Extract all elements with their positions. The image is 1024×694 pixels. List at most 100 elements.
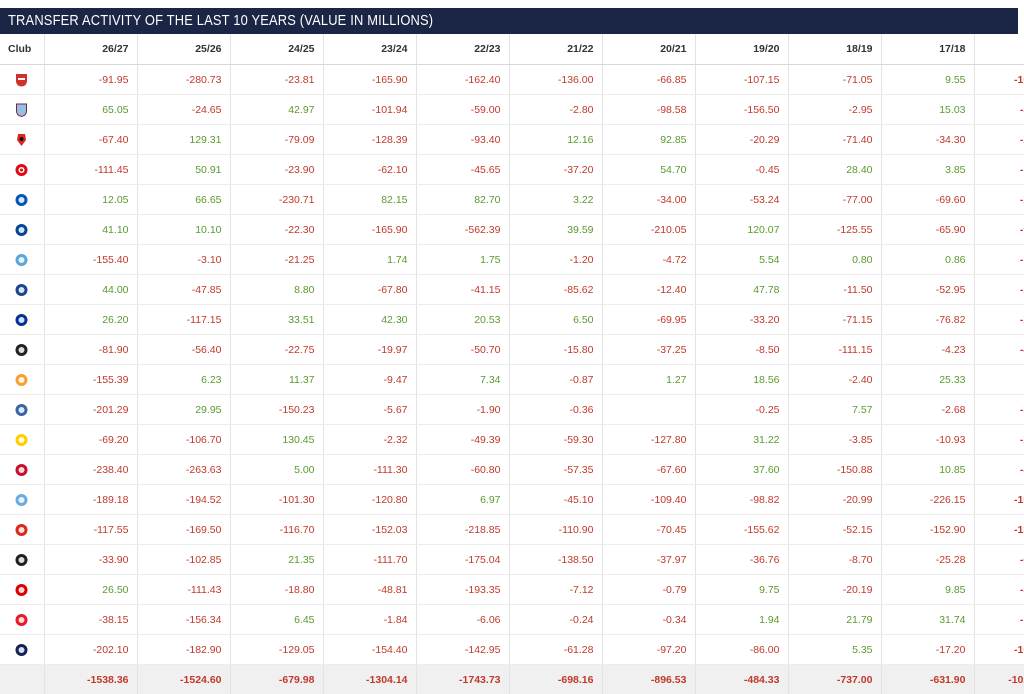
newcastle-crest-icon[interactable] <box>15 553 28 565</box>
club-cell[interactable] <box>0 155 44 185</box>
column-header-season[interactable]: 21/22 <box>509 34 602 65</box>
table-row[interactable]: -117.55-169.50-116.70-152.03-218.85-110.… <box>0 515 1024 545</box>
club-cell[interactable] <box>0 545 44 575</box>
club-cell[interactable] <box>0 65 44 95</box>
club-cell[interactable] <box>0 635 44 665</box>
bournemouth-crest-icon[interactable] <box>15 133 28 145</box>
season-value-cell: -111.43 <box>137 575 230 605</box>
season-value-cell: 26.20 <box>44 305 137 335</box>
tottenham-crest-icon[interactable] <box>15 643 28 655</box>
club-cell[interactable] <box>0 335 44 365</box>
total-value-cell: -217.78 <box>974 185 1024 215</box>
club-cell[interactable] <box>0 395 44 425</box>
club-cell[interactable] <box>0 245 44 275</box>
season-value-cell: -3.10 <box>137 245 230 275</box>
crystal-palace-crest-icon[interactable] <box>15 283 28 295</box>
brentford-crest-icon[interactable] <box>15 163 28 175</box>
club-cell[interactable] <box>0 305 44 335</box>
nottingham-forest-crest-icon[interactable] <box>15 583 28 595</box>
season-value-cell: -24.65 <box>137 95 230 125</box>
season-value-cell: -230.71 <box>230 185 323 215</box>
total-value-cell: -1067.73 <box>974 635 1024 665</box>
season-value-cell: -8.70 <box>788 545 881 575</box>
fulham-crest-icon[interactable] <box>15 343 28 355</box>
season-value-cell: -2.95 <box>788 95 881 125</box>
season-value-cell: -97.20 <box>602 635 695 665</box>
club-cell[interactable] <box>0 125 44 155</box>
hull-city-crest-icon[interactable] <box>15 373 28 385</box>
season-value-cell: -10.93 <box>881 425 974 455</box>
club-cell[interactable] <box>0 365 44 395</box>
column-header-season[interactable]: 25/26 <box>137 34 230 65</box>
man-city-crest-icon[interactable] <box>15 493 28 505</box>
club-cell[interactable] <box>0 605 44 635</box>
total-value-cell: -941.24 <box>974 215 1024 245</box>
total-value-cell: -174.99 <box>974 245 1024 275</box>
club-cell[interactable] <box>0 515 44 545</box>
club-cell[interactable] <box>0 425 44 455</box>
club-cell[interactable] <box>0 275 44 305</box>
sunderland-crest-icon[interactable] <box>15 613 28 625</box>
column-header-season[interactable]: 26/27 <box>44 34 137 65</box>
column-header-season[interactable]: 22/23 <box>416 34 509 65</box>
season-value-cell: -101.30 <box>230 485 323 515</box>
season-value-cell: -47.85 <box>137 275 230 305</box>
column-header-season[interactable]: 18/19 <box>788 34 881 65</box>
chelsea-crest-icon[interactable] <box>15 223 28 235</box>
season-value-cell: -1.20 <box>509 245 602 275</box>
man-united-crest-icon[interactable] <box>15 523 28 535</box>
column-header-season[interactable]: 19/20 <box>695 34 788 65</box>
club-cell[interactable] <box>0 455 44 485</box>
club-cell[interactable] <box>0 215 44 245</box>
column-header-club[interactable]: Club <box>0 34 44 65</box>
arsenal-crest-icon[interactable] <box>15 73 28 85</box>
table-row[interactable]: -91.95-280.73-23.81-165.90-162.40-136.00… <box>0 65 1024 95</box>
season-value-cell: -62.10 <box>323 155 416 185</box>
season-value-cell: 31.74 <box>881 605 974 635</box>
liverpool-crest-icon[interactable] <box>15 463 28 475</box>
everton-crest-icon[interactable] <box>15 313 28 325</box>
ipswich-crest-icon[interactable] <box>15 403 28 415</box>
column-header-season[interactable]: 24/25 <box>230 34 323 65</box>
club-cell[interactable] <box>0 575 44 605</box>
table-row[interactable]: -81.90-56.40-22.75-19.97-50.70-15.80-37.… <box>0 335 1024 365</box>
season-total-cell: -1304.14 <box>323 665 416 694</box>
season-value-cell: -98.82 <box>695 485 788 515</box>
column-header-season[interactable]: 20/21 <box>602 34 695 65</box>
table-row[interactable]: -202.10-182.90-129.05-154.40-142.95-61.2… <box>0 635 1024 665</box>
column-header-season[interactable]: 17/18 <box>881 34 974 65</box>
column-header-season[interactable]: 23/24 <box>323 34 416 65</box>
season-value-cell: -41.15 <box>416 275 509 305</box>
season-value-cell: -49.39 <box>416 425 509 455</box>
coventry-crest-icon[interactable] <box>15 253 28 265</box>
season-value-cell: -36.76 <box>695 545 788 575</box>
summary-row: -1538.36-1524.60-679.98-1304.14-1743.73-… <box>0 665 1024 694</box>
club-cell[interactable] <box>0 485 44 515</box>
season-value-cell: 1.75 <box>416 245 509 275</box>
column-header-total[interactable]: Total <box>974 34 1024 65</box>
season-value-cell: -152.03 <box>323 515 416 545</box>
leeds-crest-icon[interactable] <box>15 433 28 445</box>
season-value-cell: -2.40 <box>788 365 881 395</box>
aston-villa-crest-icon[interactable] <box>15 103 28 115</box>
table-row[interactable]: 26.50-111.43-18.80-48.81-193.35-7.12-0.7… <box>0 575 1024 605</box>
club-cell[interactable] <box>0 185 44 215</box>
season-value-cell: -93.40 <box>416 125 509 155</box>
brighton-crest-icon[interactable] <box>15 193 28 205</box>
club-cell[interactable] <box>0 95 44 125</box>
